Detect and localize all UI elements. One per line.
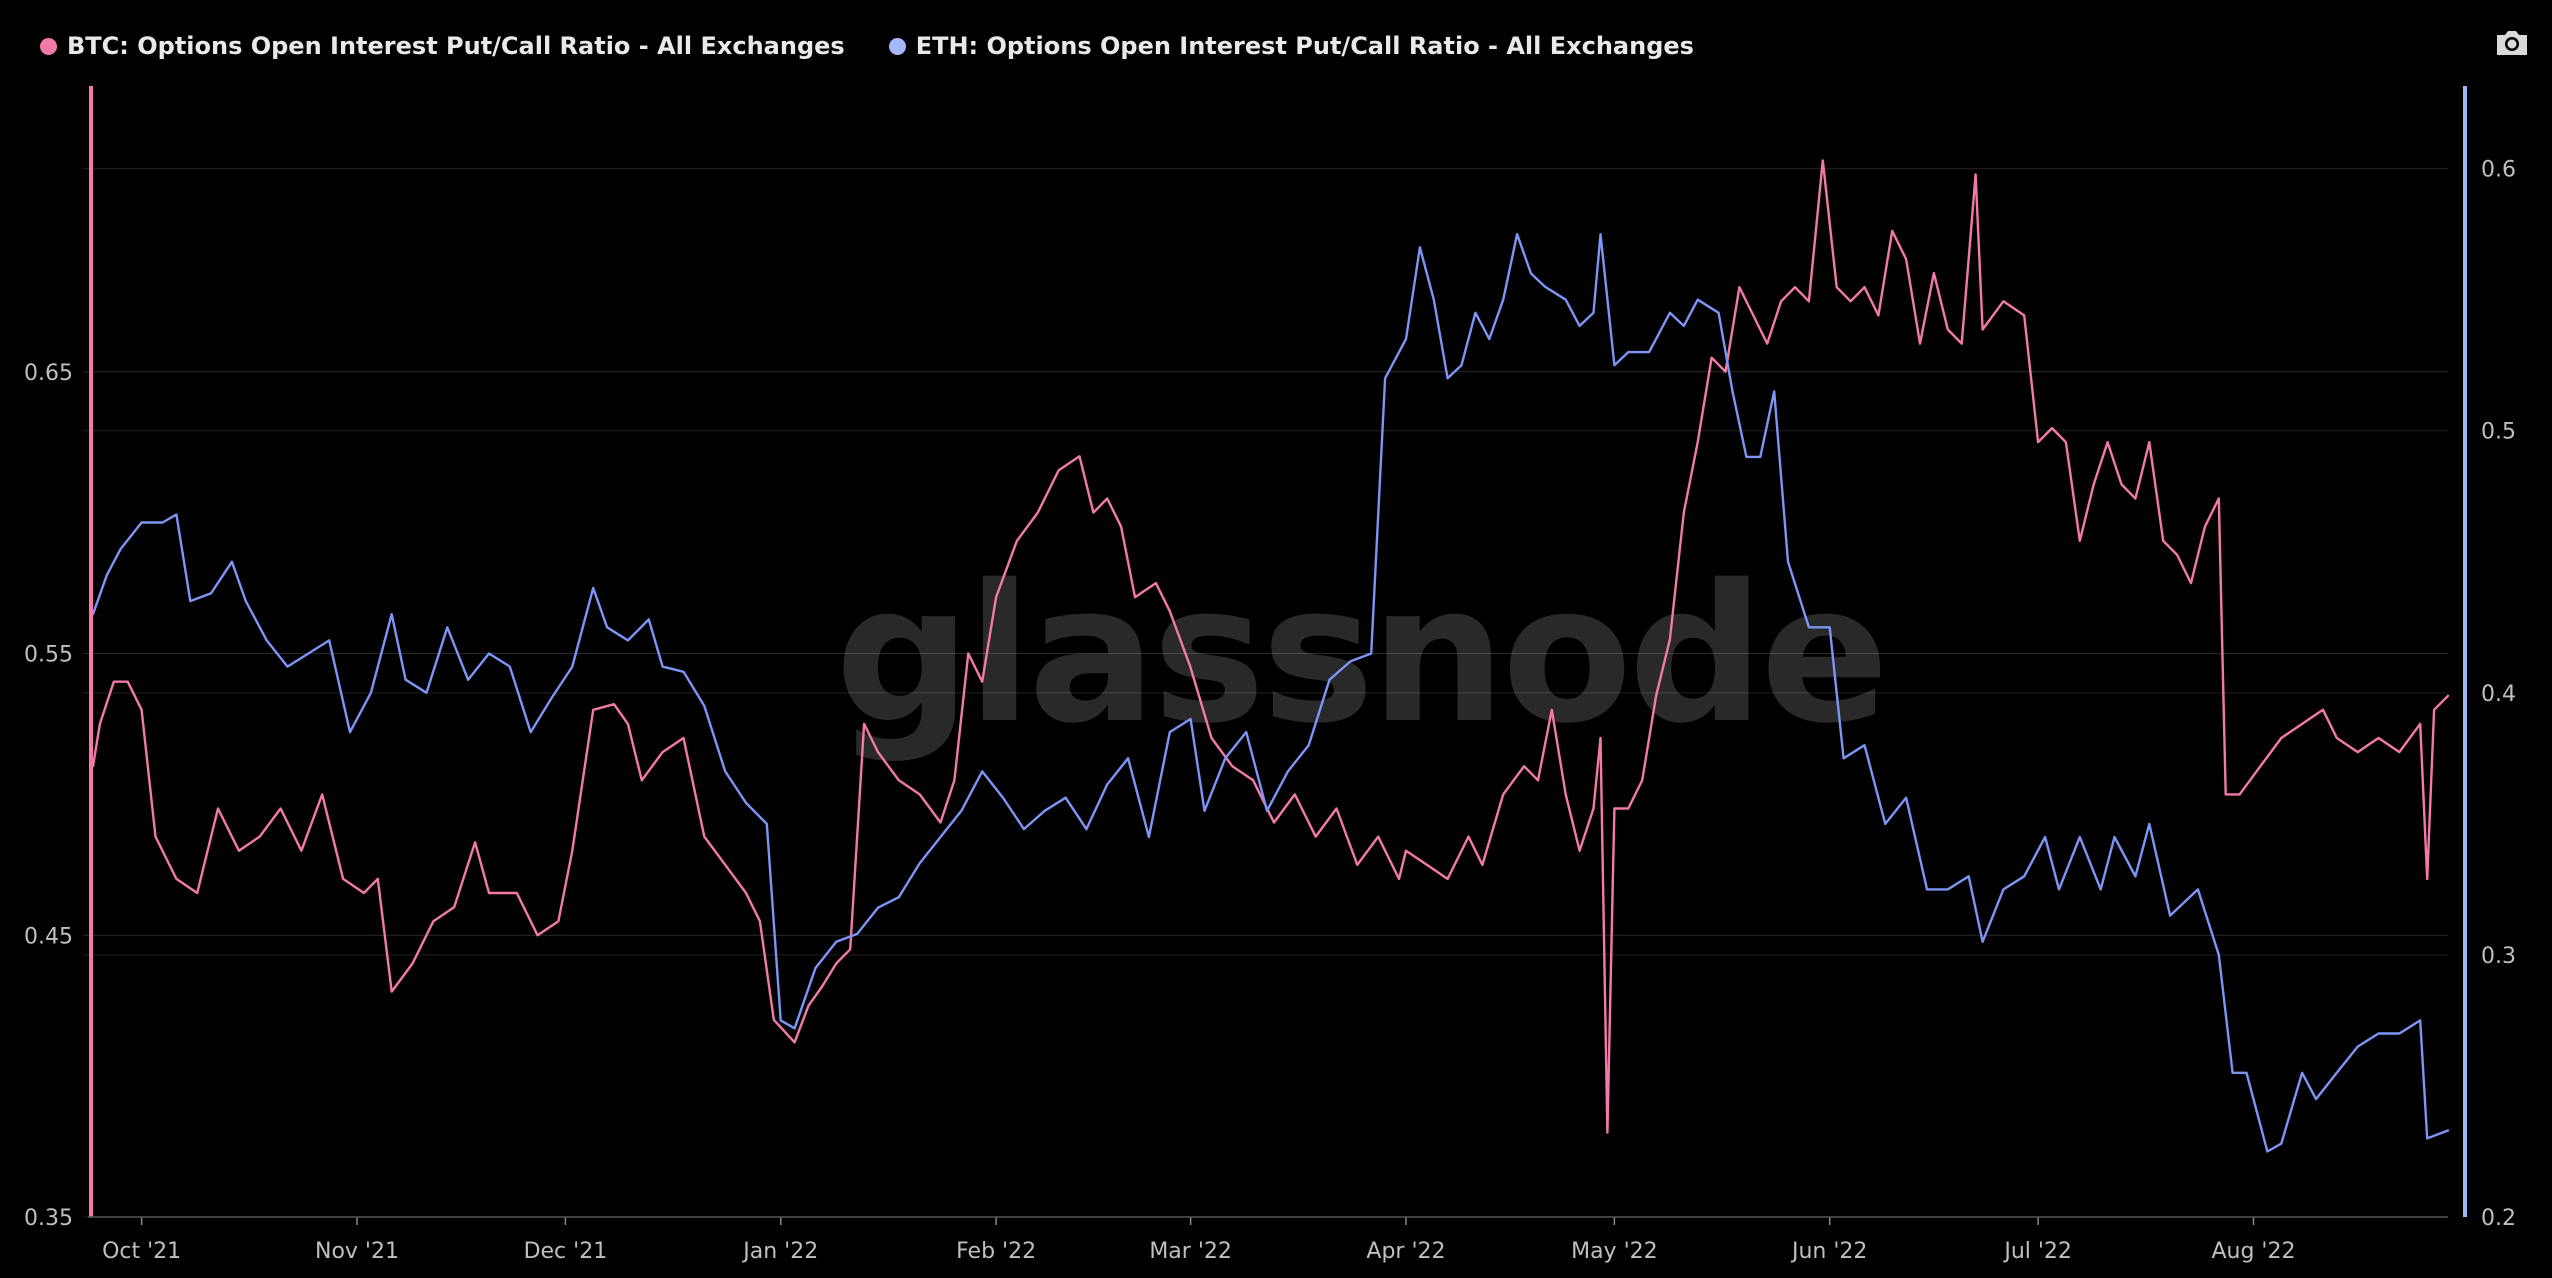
y-right-tick-label: 0.4 [2481,682,2516,707]
legend: BTC: Options Open Interest Put/Call Rati… [40,32,1694,60]
x-tick-label: Aug '22 [2211,1239,2295,1264]
eth-series-dot [888,37,906,55]
eth-series-line [91,232,2450,1153]
series-layer [91,159,2450,1153]
btc-series-dot [40,37,57,55]
y-right-tick-label: 0.5 [2481,420,2516,445]
legend-item-btc[interactable]: BTC: Options Open Interest Put/Call Rati… [40,32,845,60]
x-tick-label: May '22 [1571,1239,1658,1264]
x-tick-label: Feb '22 [956,1239,1036,1264]
watermark: glassnode [835,544,1885,765]
btc-series-line [91,159,2450,1134]
y-left-tick-label: 0.45 [24,924,73,949]
y-right-tick-label: 0.3 [2481,944,2516,969]
x-tick-label: Jun '22 [1790,1239,1867,1264]
x-tick-label: Mar '22 [1149,1239,1232,1264]
camera-icon[interactable] [2494,28,2530,58]
x-tick-label: Jul '22 [2002,1239,2072,1264]
legend-label-btc: BTC: Options Open Interest Put/Call Rati… [67,32,845,60]
y-left-tick-label: 0.65 [24,361,73,386]
x-tick-label: Nov '21 [315,1239,399,1264]
legend-item-eth[interactable]: ETH: Options Open Interest Put/Call Rati… [888,32,1694,60]
x-tick-label: Dec '21 [524,1239,608,1264]
x-tick-label: Oct '21 [102,1239,181,1264]
y-right-tick-label: 0.6 [2481,158,2516,183]
axes: 0.35 0.45 0.55 0.65 0.2 0.3 0.4 0.5 0.6 Oct '21 No… [24,86,2516,1264]
legend-label-eth: ETH: Options Open Interest Put/Call Rati… [915,32,1694,60]
y-left-tick-label: 0.35 [24,1206,73,1231]
y-right-tick-label: 0.2 [2481,1206,2516,1231]
x-tick-label: Apr '22 [1366,1239,1445,1264]
x-tick-label: Jan '22 [741,1239,818,1264]
y-left-tick-label: 0.55 [24,643,73,668]
